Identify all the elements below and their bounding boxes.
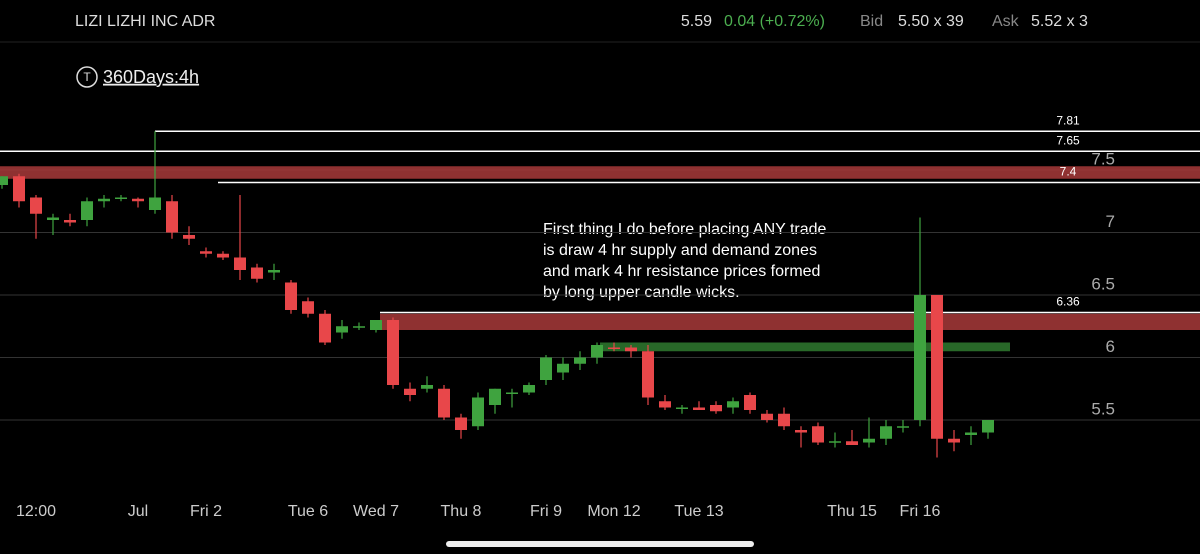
candle-body xyxy=(914,295,926,420)
candle-body xyxy=(727,401,739,408)
candle-body xyxy=(302,301,314,314)
x-tick-label: Jul xyxy=(128,503,148,520)
candle-body xyxy=(744,395,756,410)
candle-body xyxy=(268,270,280,273)
candle-body xyxy=(472,397,484,427)
annotation: First thing I do before placing ANY trad… xyxy=(543,221,827,238)
timeframe-icon[interactable] xyxy=(76,66,98,88)
candle-body xyxy=(795,430,807,433)
candle-body xyxy=(846,441,858,445)
bid-label: Bid xyxy=(860,13,883,30)
x-tick-label: Fri 9 xyxy=(530,503,562,520)
candle-body xyxy=(115,197,127,199)
candle-body xyxy=(676,407,688,409)
candle-body xyxy=(387,320,399,385)
candle-body xyxy=(81,201,93,220)
candle-body xyxy=(863,438,875,443)
candle-body xyxy=(200,251,212,254)
home-indicator xyxy=(446,541,754,547)
candle-body xyxy=(404,388,416,395)
candle-body xyxy=(880,426,892,439)
candle-body xyxy=(149,197,161,210)
annotation: is draw 4 hr supply and demand zones xyxy=(543,242,817,259)
candle-body xyxy=(251,267,263,279)
candle-body xyxy=(574,357,586,364)
candle-body xyxy=(982,420,994,433)
x-tick-label: Tue 6 xyxy=(288,503,328,520)
candle-body xyxy=(455,417,467,430)
last-price: 5.59 xyxy=(681,13,712,30)
x-tick-label: Thu 15 xyxy=(827,503,877,520)
candle-body xyxy=(47,217,59,220)
x-tick-label: 12:00 xyxy=(16,503,56,520)
candle-body xyxy=(540,357,552,380)
candle-body xyxy=(285,282,297,310)
candle-body xyxy=(778,413,790,427)
candle-body xyxy=(829,441,841,443)
candle-body xyxy=(336,326,348,333)
y-tick-label: 6.5 xyxy=(1091,274,1115,293)
x-tick-label: Mon 12 xyxy=(587,503,640,520)
candle-body xyxy=(591,345,603,358)
candle-body xyxy=(642,351,654,398)
bid: 5.50 x 39 xyxy=(898,13,964,30)
candle-body xyxy=(523,385,535,393)
candle-body xyxy=(965,432,977,435)
y-tick-label: 5.5 xyxy=(1091,399,1115,418)
ask-label: Ask xyxy=(992,13,1020,30)
candle-body xyxy=(98,198,110,202)
candle-body xyxy=(693,407,705,410)
candle-body xyxy=(761,413,773,420)
level-label: 7.81 xyxy=(1056,113,1080,127)
candle-body xyxy=(0,176,8,185)
timeframe[interactable]: 360Days:4h xyxy=(103,67,199,87)
zone xyxy=(0,166,1200,179)
annotation: and mark 4 hr resistance prices formed xyxy=(543,263,820,280)
candle-body xyxy=(812,426,824,443)
candle-body xyxy=(64,220,76,223)
candle-body xyxy=(421,385,433,389)
candle-body xyxy=(132,198,144,202)
x-tick-label: Tue 13 xyxy=(674,503,723,520)
price-change: 0.04 (+0.72%) xyxy=(724,13,825,30)
timeframe-icon-letter: T xyxy=(83,70,91,84)
level-label: 7.65 xyxy=(1056,133,1080,147)
candle-body xyxy=(608,347,620,349)
candle-body xyxy=(217,253,229,258)
level-label: 6.36 xyxy=(1056,295,1080,309)
symbol: LIZI LIZHI INC ADR xyxy=(75,13,215,30)
candle-body xyxy=(30,197,42,214)
candle-body xyxy=(625,347,637,352)
candle-body xyxy=(166,201,178,233)
x-tick-label: Fri 2 xyxy=(190,503,222,520)
y-tick-label: 7 xyxy=(1106,212,1115,231)
y-tick-label: 7.5 xyxy=(1091,149,1115,168)
x-tick-label: Wed 7 xyxy=(353,503,399,520)
candle-body xyxy=(13,176,25,202)
candle-body xyxy=(353,326,365,328)
candle-body xyxy=(234,257,246,270)
candle-body xyxy=(438,388,450,418)
x-tick-label: Thu 8 xyxy=(441,503,482,520)
candle-body xyxy=(897,426,909,428)
annotation: by long upper candle wicks. xyxy=(543,284,740,301)
candle-body xyxy=(931,295,943,439)
x-tick-label: Fri 16 xyxy=(900,503,941,520)
candle-body xyxy=(710,405,722,412)
candle-body xyxy=(183,235,195,239)
candle-body xyxy=(948,438,960,443)
y-tick-label: 6 xyxy=(1106,337,1115,356)
candle-body xyxy=(506,392,518,394)
candle-body xyxy=(319,313,331,343)
candle-body xyxy=(489,388,501,405)
candle-body xyxy=(370,320,382,330)
level-label: 7.4 xyxy=(1060,165,1077,179)
ask: 5.52 x 3 xyxy=(1031,13,1088,30)
zone xyxy=(380,313,1200,330)
zone xyxy=(600,342,1010,352)
candle-body xyxy=(557,363,569,373)
candle-body xyxy=(659,401,671,408)
